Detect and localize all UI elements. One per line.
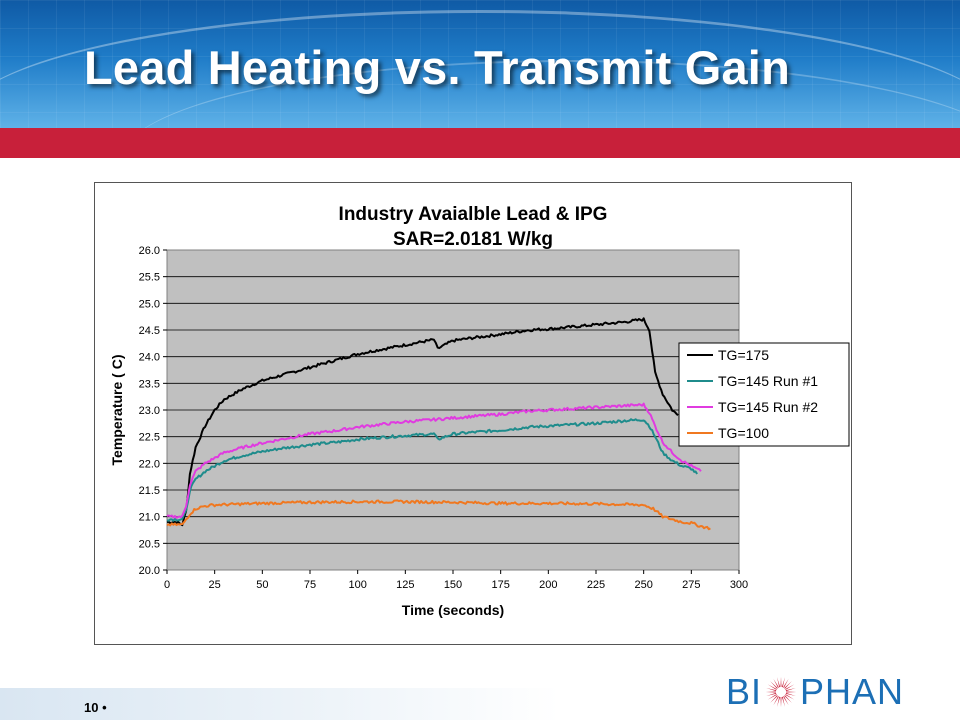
- y-axis-ticks: 20.0 20.5 21.0 21.5 22.0 22.5 23.0 23.5 24.0 24.5…: [139, 245, 167, 577]
- footer-strip: [0, 688, 560, 720]
- legend-box: [678, 342, 850, 447]
- gridlines: [167, 276, 739, 544]
- y-tick-label: 20.0: [139, 565, 160, 577]
- series-lines: [166, 317, 711, 531]
- y-tick-label: 23.0: [139, 405, 160, 417]
- x-tick-label: 75: [304, 579, 316, 591]
- y-tick-label: 24.5: [139, 325, 160, 337]
- x-tick-label: 0: [164, 579, 170, 591]
- x-tick-label: 250: [634, 579, 652, 591]
- y-tick-label: 22.0: [139, 458, 160, 470]
- chart-subtitle: SAR=2.0181 W/kg: [393, 229, 553, 250]
- y-tick-label: 25.5: [139, 272, 160, 284]
- x-tick-label: 100: [348, 579, 366, 591]
- x-tick-label: 50: [256, 579, 268, 591]
- header-red-band: [0, 128, 960, 158]
- x-tick-label: 300: [730, 579, 748, 591]
- series-line-4: [166, 499, 711, 531]
- chart: Industry Avaialble Lead & IPG SAR=2.0181…: [109, 204, 850, 618]
- y-tick-label: 26.0: [139, 245, 160, 257]
- page-number-value: 10: [84, 700, 99, 715]
- y-tick-label: 25.0: [139, 298, 160, 310]
- y-tick-label: 21.5: [139, 485, 160, 497]
- x-axis-label: Time (seconds): [402, 602, 504, 618]
- logo-text-right: PHAN: [800, 671, 905, 712]
- page-number-bullet: •: [102, 700, 107, 715]
- series-line-3: [166, 402, 702, 519]
- legend-label: TG=100: [718, 425, 769, 441]
- header-arc-decoration: [0, 10, 960, 128]
- sun-logo-icon: [765, 676, 797, 708]
- biophan-logo: BI PHAN: [726, 671, 905, 712]
- legend-label: TG=175: [718, 347, 769, 363]
- y-tick-label: 21.0: [139, 512, 160, 524]
- chart-title: Industry Avaialble Lead & IPG: [339, 204, 608, 225]
- x-tick-label: 275: [682, 579, 700, 591]
- y-axis-label: Temperature ( C): [109, 355, 125, 466]
- x-tick-label: 150: [444, 579, 462, 591]
- logo-text-left: BI: [726, 671, 763, 712]
- header-arc-decoration-2: [120, 60, 960, 128]
- series-line-1: [166, 317, 679, 527]
- x-tick-label: 200: [539, 579, 557, 591]
- legend-label: TG=145 Run #1: [718, 373, 818, 389]
- legend: TG=175 TG=145 Run #1 TG=145 Run #2 TG=100: [678, 342, 850, 447]
- slide-title: Lead Heating vs. Transmit Gain: [84, 41, 790, 94]
- x-tick-label: 125: [396, 579, 414, 591]
- legend-label: TG=145 Run #2: [718, 399, 818, 415]
- slide-header: Lead Heating vs. Transmit Gain: [0, 0, 960, 128]
- y-tick-label: 24.0: [139, 352, 160, 364]
- y-tick-label: 22.5: [139, 432, 160, 444]
- page-number: 10 •: [84, 700, 107, 715]
- x-tick-label: 225: [587, 579, 605, 591]
- chart-frame: Industry Avaialble Lead & IPG SAR=2.0181…: [94, 182, 852, 645]
- y-tick-label: 20.5: [139, 538, 160, 550]
- series-line-2: [166, 418, 698, 522]
- x-tick-label: 25: [209, 579, 221, 591]
- x-axis-ticks: 0 25 50 75 100 125 150 175 200 225 250 275 300: [164, 570, 748, 591]
- y-tick-label: 23.5: [139, 378, 160, 390]
- x-tick-label: 175: [491, 579, 509, 591]
